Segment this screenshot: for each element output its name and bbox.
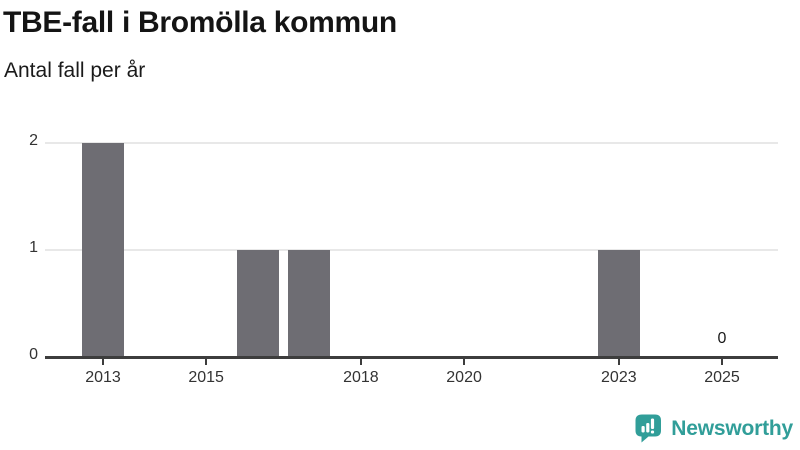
x-axis-label: 2025 (704, 369, 740, 386)
x-axis-tick (205, 358, 208, 365)
newsworthy-logo: Newsworthy (634, 413, 793, 444)
x-axis-tick (359, 358, 362, 365)
y-axis-label: 0 (29, 346, 38, 363)
x-axis-label: 2020 (446, 369, 482, 386)
bar (82, 143, 124, 357)
bar (597, 250, 640, 357)
x-axis-label: 2013 (85, 369, 121, 386)
x-axis-line (45, 356, 778, 359)
gridline (45, 249, 778, 251)
x-axis-label: 2023 (601, 369, 637, 386)
bar (288, 250, 331, 357)
chart-title: TBE-fall i Bromölla kommun (3, 6, 397, 39)
chart-subtitle: Antal fall per år (4, 59, 146, 82)
x-axis-tick (617, 358, 620, 365)
x-axis-label: 2018 (343, 369, 379, 386)
y-axis-label: 1 (29, 239, 38, 256)
y-axis-label: 2 (29, 132, 38, 149)
newsworthy-wordmark: Newsworthy (671, 416, 793, 440)
x-axis-tick (102, 358, 104, 365)
x-axis-label: 2015 (188, 369, 224, 386)
x-axis-tick (720, 358, 723, 365)
bar-value-label: 0 (717, 330, 727, 347)
gridline (45, 142, 778, 144)
newsworthy-speech-bubble-barchart-icon (635, 414, 662, 443)
x-axis-tick (463, 358, 466, 365)
bar (236, 250, 279, 357)
